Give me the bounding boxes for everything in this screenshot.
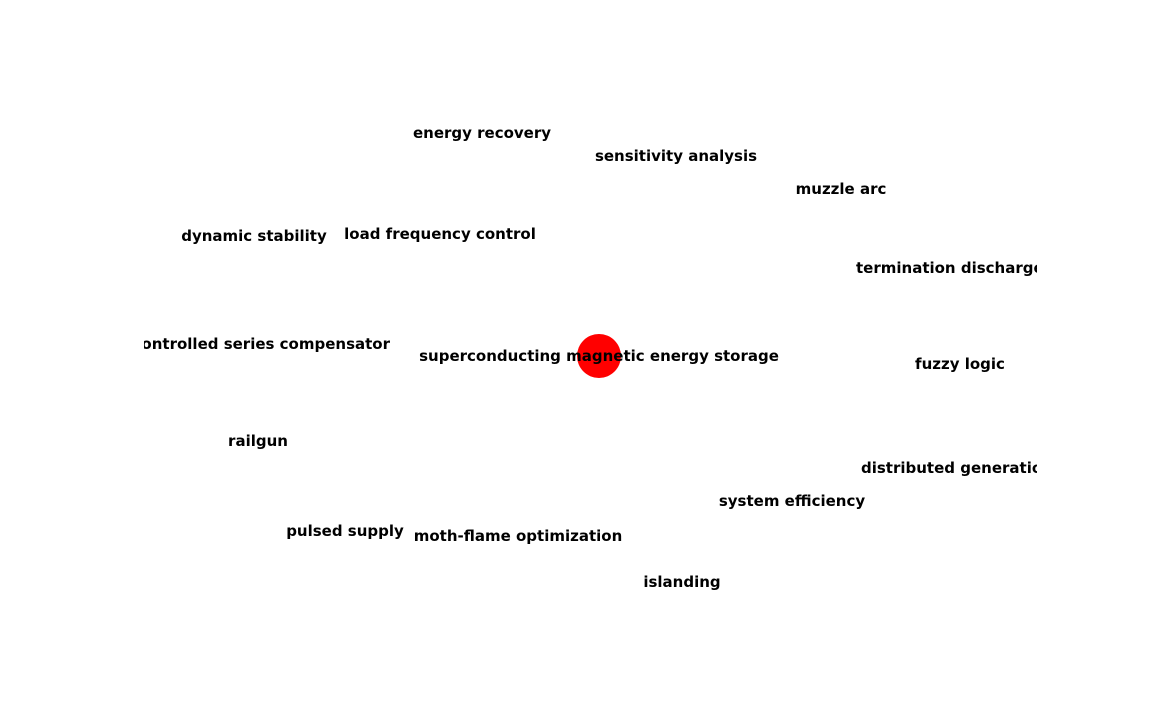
node-label-islanding: islanding <box>643 573 720 591</box>
node-label-sensitivity-analysis: sensitivity analysis <box>595 147 757 165</box>
node-label-railgun: railgun <box>228 432 288 450</box>
node-label-pulsed-supply: pulsed supply <box>286 522 404 540</box>
node-label-controlled-series-compensator: controlled series compensator <box>133 335 391 353</box>
node-label-termination-discharge: termination discharge <box>856 259 1044 277</box>
center-node-label: superconducting magnetic energy storage <box>419 347 779 365</box>
node-label-load-frequency-control: load frequency control <box>344 225 536 243</box>
node-label-muzzle-arc: muzzle arc <box>796 180 887 198</box>
node-label-dynamic-stability: dynamic stability <box>181 227 327 245</box>
node-label-moth-flame-optimization: moth-flame optimization <box>414 527 623 545</box>
node-label-fuzzy-logic: fuzzy logic <box>915 355 1005 373</box>
center-node <box>577 334 621 378</box>
node-label-system-efficiency: system efficiency <box>719 492 866 510</box>
node-label-energy-recovery: energy recovery <box>413 124 551 142</box>
node-label-distributed-generation: distributed generation <box>861 459 1053 477</box>
